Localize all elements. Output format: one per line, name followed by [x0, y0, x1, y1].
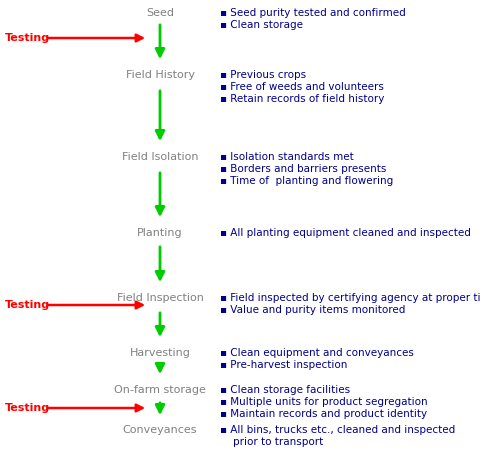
Text: ▪ Borders and barriers presents: ▪ Borders and barriers presents	[220, 164, 386, 174]
Text: ▪ Retain records of field history: ▪ Retain records of field history	[220, 94, 384, 104]
Text: ▪ Clean equipment and conveyances: ▪ Clean equipment and conveyances	[220, 348, 414, 358]
Text: ▪ Multiple units for product segregation: ▪ Multiple units for product segregation	[220, 397, 428, 407]
Text: ▪ Free of weeds and volunteers: ▪ Free of weeds and volunteers	[220, 82, 384, 92]
Text: prior to transport: prior to transport	[220, 437, 323, 447]
Text: On-farm storage: On-farm storage	[114, 385, 206, 395]
Text: Testing: Testing	[5, 33, 50, 43]
Text: ▪ All planting equipment cleaned and inspected: ▪ All planting equipment cleaned and ins…	[220, 228, 471, 238]
Text: Conveyances: Conveyances	[123, 425, 197, 435]
Text: ▪ Pre-harvest inspection: ▪ Pre-harvest inspection	[220, 360, 348, 370]
Text: ▪ Previous crops: ▪ Previous crops	[220, 70, 306, 80]
Text: ▪ Field inspected by certifying agency at proper times: ▪ Field inspected by certifying agency a…	[220, 293, 480, 303]
Text: Harvesting: Harvesting	[130, 348, 191, 358]
Text: Field Inspection: Field Inspection	[117, 293, 204, 303]
Text: ▪ Clean storage: ▪ Clean storage	[220, 20, 303, 30]
Text: Field History: Field History	[125, 70, 194, 80]
Text: ▪ Seed purity tested and confirmed: ▪ Seed purity tested and confirmed	[220, 8, 406, 18]
Text: ▪ Clean storage facilities: ▪ Clean storage facilities	[220, 385, 350, 395]
Text: ▪ Isolation standards met: ▪ Isolation standards met	[220, 152, 354, 162]
Text: Field Isolation: Field Isolation	[122, 152, 198, 162]
Text: ▪ Value and purity items monitored: ▪ Value and purity items monitored	[220, 305, 406, 315]
Text: Testing: Testing	[5, 403, 50, 413]
Text: ▪ Time of  planting and flowering: ▪ Time of planting and flowering	[220, 176, 393, 186]
Text: Planting: Planting	[137, 228, 183, 238]
Text: Seed: Seed	[146, 8, 174, 18]
Text: Testing: Testing	[5, 300, 50, 310]
Text: ▪ Maintain records and product identity: ▪ Maintain records and product identity	[220, 409, 427, 419]
Text: ▪ All bins, trucks etc., cleaned and inspected: ▪ All bins, trucks etc., cleaned and ins…	[220, 425, 455, 435]
